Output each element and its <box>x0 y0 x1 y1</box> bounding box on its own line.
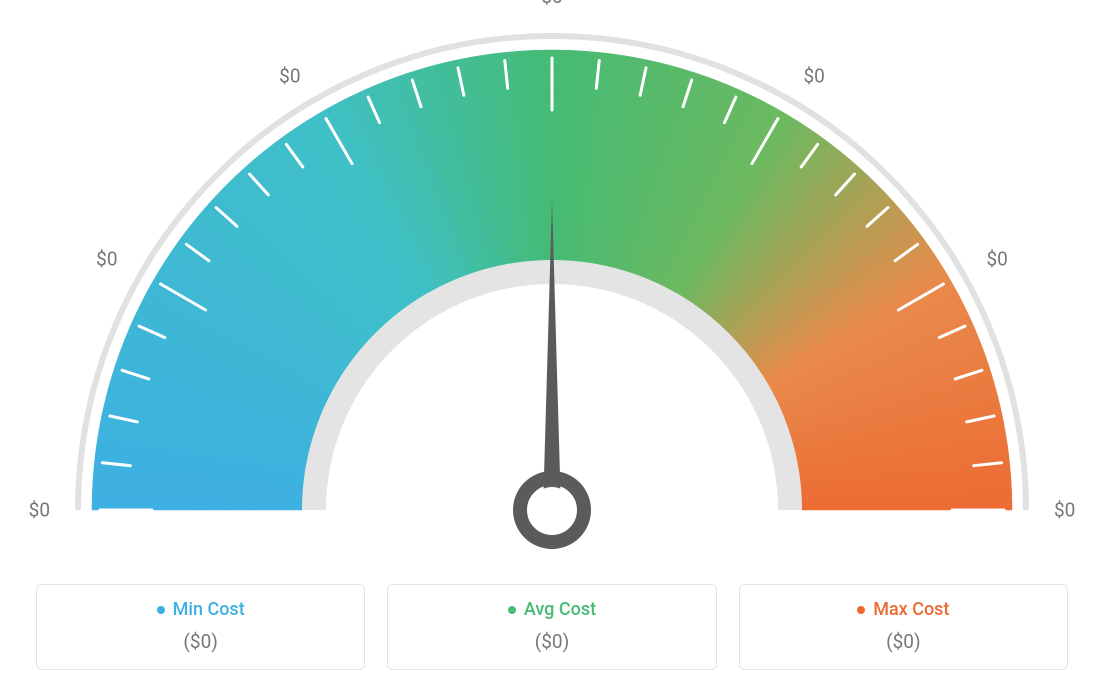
legend-title-max: Max Cost <box>857 599 949 620</box>
gauge-chart: $0 $0 $0 $0 $0 $0 $0 <box>32 0 1072 560</box>
legend-title-label: Min Cost <box>173 599 245 620</box>
gauge-scale-label: $0 <box>1054 499 1075 522</box>
legend-card-min: Min Cost ($0) <box>36 584 365 671</box>
legend-value-min: ($0) <box>47 630 354 653</box>
gauge-scale-label: $0 <box>803 64 824 87</box>
legend-value-max: ($0) <box>750 630 1057 653</box>
gauge-scale-label: $0 <box>29 499 50 522</box>
legend-card-avg: Avg Cost ($0) <box>387 584 716 671</box>
legend-title-label: Avg Cost <box>524 599 596 620</box>
gauge-scale-label: $0 <box>96 247 117 270</box>
legend-card-max: Max Cost ($0) <box>739 584 1068 671</box>
legend-dot-avg <box>508 606 516 614</box>
legend-dot-max <box>857 606 865 614</box>
gauge-scale-label: $0 <box>279 64 300 87</box>
gauge-scale-label: $0 <box>541 0 562 8</box>
legend-title-min: Min Cost <box>157 599 245 620</box>
gauge-scale-label: $0 <box>986 247 1007 270</box>
legend-dot-min <box>157 606 165 614</box>
legend-value-avg: ($0) <box>398 630 705 653</box>
gauge-svg <box>32 0 1072 560</box>
legend-title-label: Max Cost <box>873 599 949 620</box>
legend-row: Min Cost ($0) Avg Cost ($0) Max Cost ($0… <box>0 584 1104 671</box>
legend-title-avg: Avg Cost <box>508 599 596 620</box>
